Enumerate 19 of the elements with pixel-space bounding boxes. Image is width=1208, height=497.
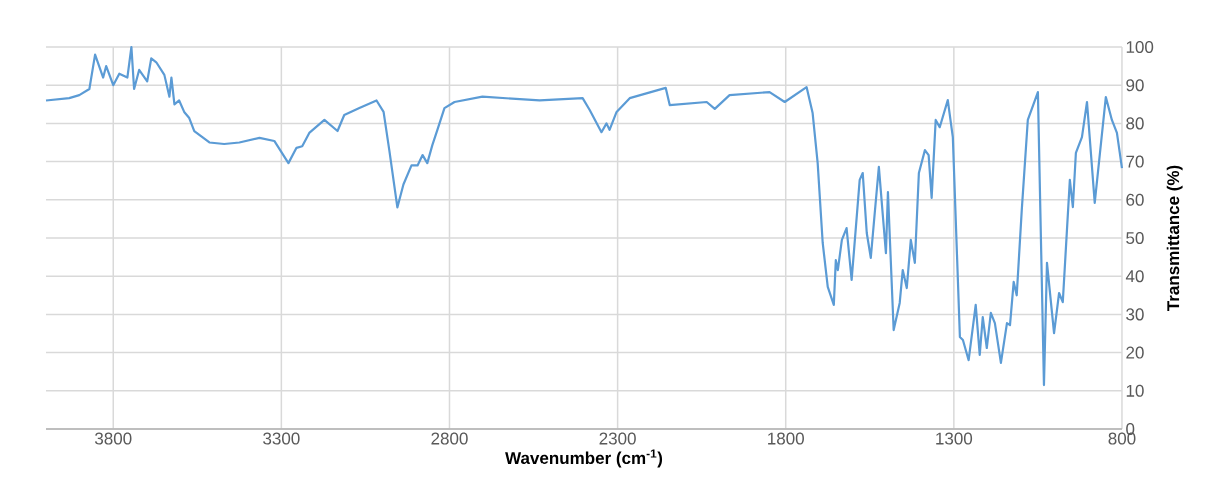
y-tick-label: 60 [1126, 193, 1144, 206]
y-axis-title: Transmittance (%) [1166, 165, 1183, 312]
x-tick-label: 3300 [263, 432, 300, 445]
line-series [44, 45, 1124, 387]
y-tick-label: 100 [1126, 40, 1154, 54]
y-tick-label: 70 [1126, 155, 1144, 168]
x-axis-title: Wavenumber (cm$^{-1}$) [505, 449, 663, 468]
x-tick-label: 1300 [936, 432, 973, 445]
x-tick-label: 1800 [768, 432, 804, 445]
y-tick-label: 30 [1126, 308, 1144, 321]
x-tick-label: 3800 [94, 432, 132, 445]
y-tick-label: 10 [1126, 384, 1144, 397]
y-tick-label: 90 [1126, 79, 1144, 92]
x-tick-label: 2300 [599, 432, 636, 445]
y-tick-label: 20 [1126, 346, 1144, 359]
y-tick-label: 40 [1125, 270, 1144, 283]
y-tick-label: 80 [1126, 117, 1144, 130]
y-tick-label: 50 [1126, 231, 1144, 245]
x-tick-label: 2800 [431, 432, 468, 445]
